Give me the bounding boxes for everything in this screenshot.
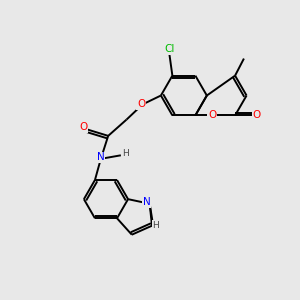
Text: N: N [97,152,105,162]
Text: N: N [143,197,151,207]
Text: H: H [152,221,159,230]
Text: O: O [137,99,145,110]
Text: O: O [253,110,261,120]
Text: O: O [208,110,216,120]
Text: O: O [79,122,88,132]
Text: H: H [122,149,129,158]
Text: Cl: Cl [164,44,175,54]
